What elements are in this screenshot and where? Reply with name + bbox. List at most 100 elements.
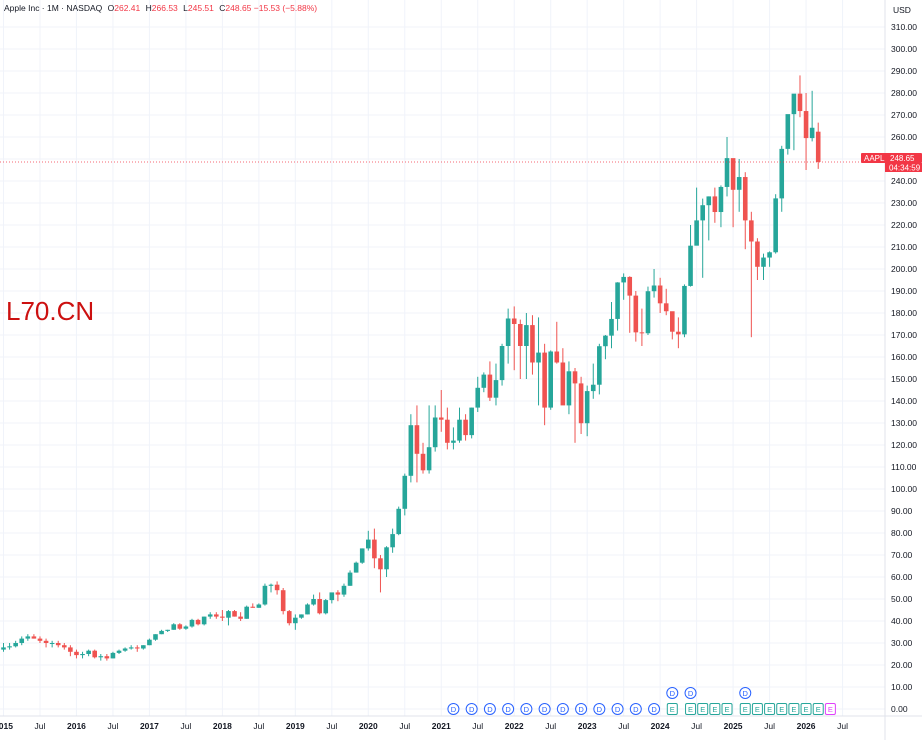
time-tick-label: Jul <box>545 721 556 731</box>
candle-body <box>311 599 316 605</box>
candle-body <box>13 643 18 647</box>
candle-body <box>98 656 104 658</box>
price-tick-label: 110.00 <box>891 462 917 472</box>
symbol-title[interactable]: Apple Inc · 1M · NASDAQ <box>4 3 103 13</box>
candle-body <box>43 640 49 643</box>
dividend-marker <box>648 703 661 715</box>
price-tick-label: 50.00 <box>891 594 913 604</box>
price-tag: AAPL 248.65 04:34:59 <box>861 153 922 173</box>
time-axis[interactable]: 2015 Jul 2016 Jul 2017 Jul 2018 Jul 2019 Jul 2020 J… <box>0 721 848 731</box>
candle-body <box>621 276 626 283</box>
dividend-marker <box>575 703 588 715</box>
candle-body <box>414 425 420 454</box>
earnings-marker-label: E <box>804 705 809 714</box>
time-tick-label: 2021 <box>432 721 451 731</box>
candle-body <box>700 205 705 221</box>
price-tick-label: 170.00 <box>891 330 917 340</box>
grid-lines <box>0 0 885 716</box>
candle-body <box>262 585 268 605</box>
candle-body <box>791 93 797 115</box>
candle-body <box>451 440 456 443</box>
high-label: H <box>145 3 152 13</box>
time-tick-label: 2026 <box>797 721 816 731</box>
candle-body <box>761 257 766 267</box>
candle-body <box>749 220 754 242</box>
dividend-marker-label: D <box>688 689 694 698</box>
overlay-watermark-text: L70.CN <box>6 296 95 326</box>
price-tick-label: 120.00 <box>891 440 917 450</box>
candle-body <box>274 584 280 591</box>
candle-body <box>566 371 572 406</box>
candle-body <box>390 534 395 548</box>
open-label: O <box>107 3 115 13</box>
candle-body <box>633 295 639 333</box>
dividend-marker-label: D <box>542 705 548 714</box>
symbol-legend[interactable]: Apple Inc · 1M · NASDAQ O262.41 H266.53 … <box>4 3 317 13</box>
event-markers[interactable]: D D DD D D D D D D D D D D D E E E E E E E E E E E E E <box>447 687 836 715</box>
price-tick-label: 80.00 <box>891 528 913 538</box>
dividend-marker <box>739 687 752 699</box>
candle-body <box>232 611 237 617</box>
earnings-marker <box>776 703 788 715</box>
price-tick-label: 70.00 <box>891 550 913 560</box>
candle-body <box>742 177 748 221</box>
candle-body <box>773 198 778 253</box>
price-tick-label: 100.00 <box>891 484 917 494</box>
candle-body <box>457 419 462 441</box>
candle-body <box>1 647 6 650</box>
time-tick-label: Jul <box>691 721 702 731</box>
candle-body <box>627 276 633 296</box>
dividend-marker <box>611 703 624 715</box>
candle-body <box>530 325 535 363</box>
dividend-marker-label: D <box>451 705 457 714</box>
candle-body <box>372 539 377 559</box>
candle-body <box>384 547 389 570</box>
price-tick-label: 0.00 <box>891 704 908 714</box>
price-tag-price: 248.65 <box>890 154 915 163</box>
candle-body <box>603 335 608 347</box>
candle-body <box>25 636 31 639</box>
candle-body <box>74 651 79 656</box>
time-tick-label: 2025 <box>724 721 743 731</box>
candle-body <box>554 351 560 363</box>
candle-body <box>214 614 219 617</box>
candle-body <box>670 311 675 332</box>
candle-body <box>518 324 523 346</box>
candle-body <box>797 93 803 112</box>
earnings-marker <box>697 703 709 715</box>
dividend-marker-label: D <box>505 705 511 714</box>
candle-body <box>7 646 12 648</box>
candle-body <box>122 648 128 651</box>
candle-body <box>420 453 426 471</box>
candle-body <box>37 638 43 641</box>
candle-body <box>463 419 468 436</box>
candle-body <box>110 652 116 659</box>
dividend-marker <box>520 703 533 715</box>
time-tick-label: Jul <box>399 721 410 731</box>
price-tick-label: 220.00 <box>891 220 917 230</box>
dividend-marker-label: D <box>597 705 603 714</box>
earnings-marker-label: E <box>670 705 675 714</box>
candle-body <box>347 572 353 586</box>
price-tick-label: 150.00 <box>891 374 917 384</box>
price-tag-countdown: 04:34:59 <box>889 164 921 173</box>
earnings-marker <box>812 703 824 715</box>
time-tick-label: 2015 <box>0 721 13 731</box>
low-value: 245.51 <box>187 3 214 13</box>
candle-body <box>609 318 614 336</box>
earnings-marker-label: E <box>725 705 730 714</box>
time-tick-label: Jul <box>618 721 629 731</box>
earnings-marker <box>666 703 678 715</box>
candle-body <box>68 647 73 652</box>
time-tick-label: 2020 <box>359 721 378 731</box>
candle-body <box>147 639 152 646</box>
time-tick-label: Jul <box>472 721 483 731</box>
candle-body <box>651 285 657 292</box>
candle-body <box>268 584 274 586</box>
price-tick-label: 310.00 <box>891 22 917 32</box>
candle-body <box>201 616 207 625</box>
candle-body <box>736 177 742 190</box>
candle-body <box>730 158 736 190</box>
